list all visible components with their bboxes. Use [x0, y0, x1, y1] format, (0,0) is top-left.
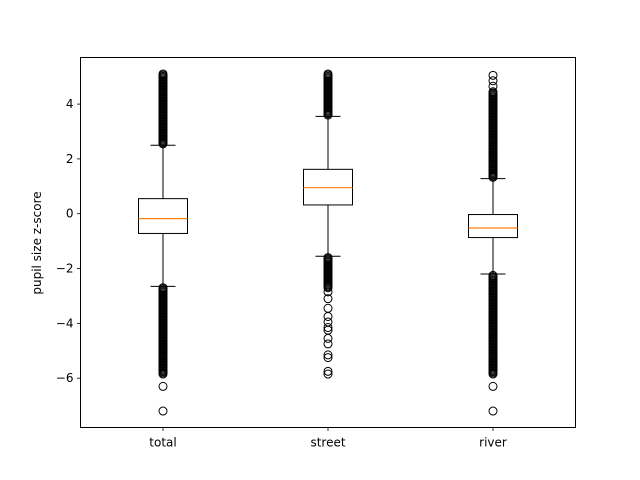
outlier-marker: [323, 303, 333, 313]
y-axis-label: pupil size z-score: [30, 191, 44, 294]
outlier-marker: [488, 81, 498, 91]
outlier-marker: [323, 287, 333, 297]
plot-marks: [138, 69, 518, 416]
x-tick-label: river: [479, 436, 507, 450]
outlier-marker: [323, 369, 333, 379]
outlier-marker: [323, 339, 333, 349]
y-tick-label: −6: [56, 371, 74, 385]
y-tick-label: 0: [66, 207, 74, 221]
outlier-marker: [323, 350, 333, 360]
outlier-marker: [488, 406, 498, 416]
y-tick-label: 4: [66, 97, 74, 111]
y-axis: −6 −4 −2 0 2 4: [56, 97, 81, 385]
x-tick-label: street: [310, 436, 345, 450]
box-group-total: [138, 69, 188, 416]
outlier-marker: [158, 406, 168, 416]
y-tick-label: −2: [56, 262, 74, 276]
box-body: [468, 214, 518, 239]
outlier-marker: [158, 369, 168, 379]
box-body: [138, 198, 188, 234]
outlier-marker: [323, 353, 333, 363]
outlier-marker: [488, 76, 498, 86]
outlier-marker: [488, 70, 498, 80]
box-group-street: [303, 69, 353, 379]
outlier-marker: [323, 312, 333, 321]
outlier-marker: [323, 333, 333, 343]
outlier-marker: [488, 381, 498, 391]
outlier-marker: [323, 322, 333, 332]
outlier-marker: [323, 294, 333, 304]
outlier-marker: [323, 366, 333, 376]
box-group-river: [468, 70, 518, 416]
y-tick-label: 2: [66, 152, 74, 166]
x-axis: total street river: [149, 427, 507, 450]
outlier-marker: [488, 369, 498, 379]
outlier-marker: [158, 381, 168, 391]
y-tick-label: −4: [56, 316, 74, 330]
outlier-marker: [323, 283, 333, 293]
x-tick-label: total: [149, 436, 176, 450]
